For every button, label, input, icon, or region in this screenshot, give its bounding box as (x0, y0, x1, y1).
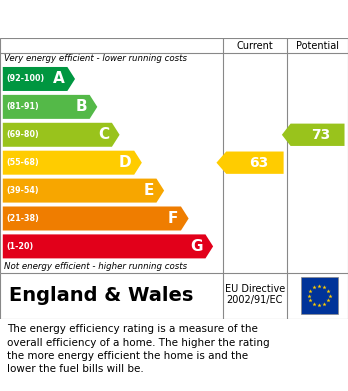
Polygon shape (3, 67, 75, 91)
Text: (39-54): (39-54) (6, 186, 39, 195)
Text: (1-20): (1-20) (6, 242, 33, 251)
Text: A: A (53, 72, 65, 86)
Polygon shape (3, 206, 189, 230)
Text: Current: Current (237, 41, 273, 50)
Text: D: D (119, 155, 132, 170)
Text: (55-68): (55-68) (6, 158, 39, 167)
Polygon shape (3, 95, 97, 119)
Text: EU Directive
2002/91/EC: EU Directive 2002/91/EC (225, 284, 285, 305)
Text: (92-100): (92-100) (6, 74, 45, 83)
Text: G: G (190, 239, 203, 254)
Text: The energy efficiency rating is a measure of the
overall efficiency of a home. T: The energy efficiency rating is a measur… (7, 325, 269, 374)
Text: Energy Efficiency Rating: Energy Efficiency Rating (9, 11, 249, 29)
Bar (301, 277, 338, 314)
Polygon shape (282, 124, 345, 146)
Polygon shape (3, 151, 142, 175)
Text: (69-80): (69-80) (6, 130, 39, 139)
Text: England & Wales: England & Wales (9, 286, 193, 305)
Text: E: E (143, 183, 154, 198)
Text: 63: 63 (249, 156, 268, 170)
Text: (21-38): (21-38) (6, 214, 39, 223)
Polygon shape (3, 234, 213, 258)
Polygon shape (3, 179, 164, 203)
Text: F: F (168, 211, 178, 226)
Text: Not energy efficient - higher running costs: Not energy efficient - higher running co… (4, 262, 187, 271)
Text: 73: 73 (311, 128, 331, 142)
Polygon shape (216, 152, 284, 174)
Polygon shape (3, 123, 120, 147)
Text: C: C (98, 127, 109, 142)
Text: B: B (75, 99, 87, 115)
Text: Potential: Potential (296, 41, 339, 50)
Text: (81-91): (81-91) (6, 102, 39, 111)
Text: Very energy efficient - lower running costs: Very energy efficient - lower running co… (4, 54, 187, 63)
